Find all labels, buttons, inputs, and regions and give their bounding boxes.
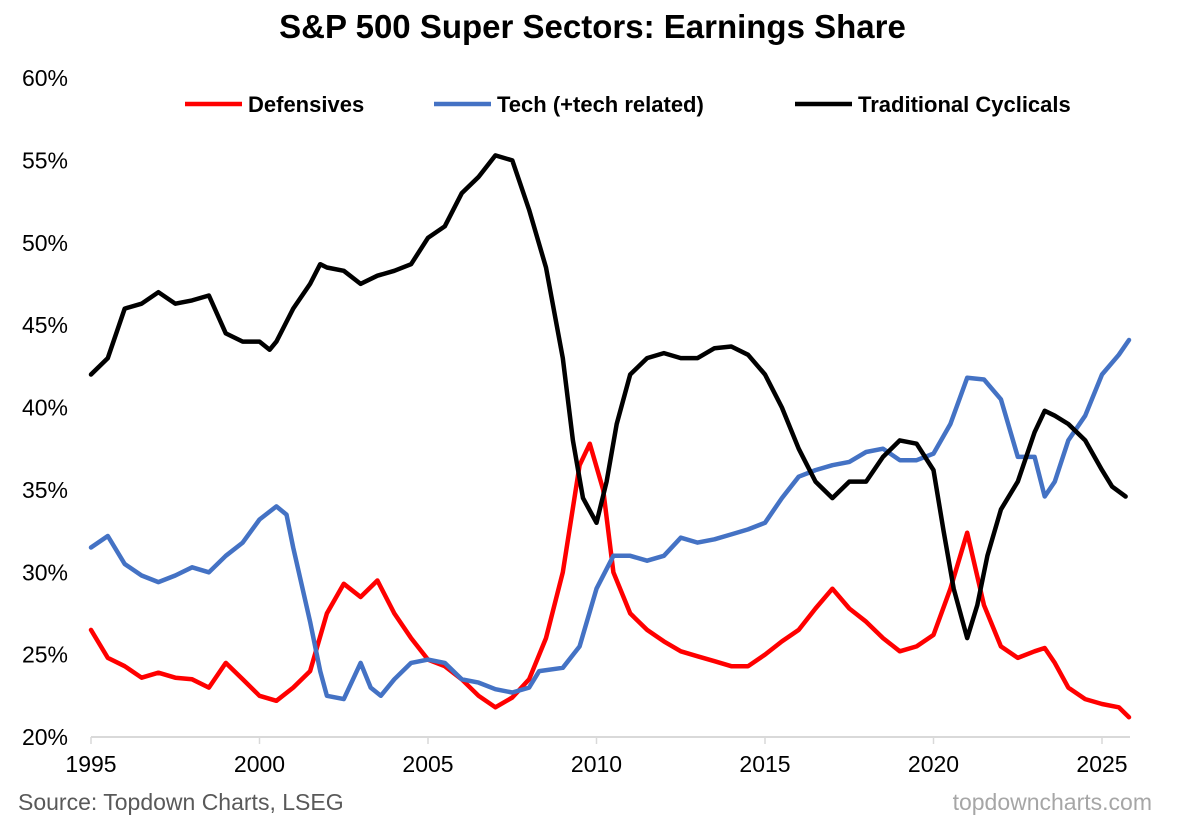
x-tick-label: 1995 — [65, 751, 116, 777]
legend-label: Tech (+tech related) — [497, 92, 704, 117]
y-tick-label: 50% — [22, 230, 68, 256]
y-tick-label: 35% — [22, 477, 68, 503]
y-tick-label: 55% — [22, 147, 68, 173]
y-tick-label: 25% — [22, 642, 68, 668]
x-tick-label: 2010 — [571, 751, 622, 777]
chart-title: S&P 500 Super Sectors: Earnings Share — [279, 8, 906, 45]
x-tick-label: 2015 — [739, 751, 790, 777]
series-line-traditional-cyclicals — [88, 153, 1128, 641]
x-tick-label: 2000 — [234, 751, 285, 777]
x-tick-label: 2020 — [908, 751, 959, 777]
x-tick-label: 2005 — [402, 751, 453, 777]
y-tick-label: 30% — [22, 559, 68, 585]
website-watermark: topdowncharts.com — [952, 789, 1152, 815]
y-tick-label: 40% — [22, 395, 68, 421]
legend-label: Defensives — [248, 92, 364, 117]
source-note: Source: Topdown Charts, LSEG — [18, 789, 344, 815]
legend-label: Traditional Cyclicals — [858, 92, 1071, 117]
y-tick-label: 20% — [22, 724, 68, 750]
y-tick-label: 60% — [22, 65, 68, 91]
x-tick-label: 2025 — [1076, 751, 1127, 777]
series-line-defensives — [88, 441, 1132, 720]
y-tick-label: 45% — [22, 312, 68, 338]
series-line-tech-tech-related — [88, 337, 1132, 702]
